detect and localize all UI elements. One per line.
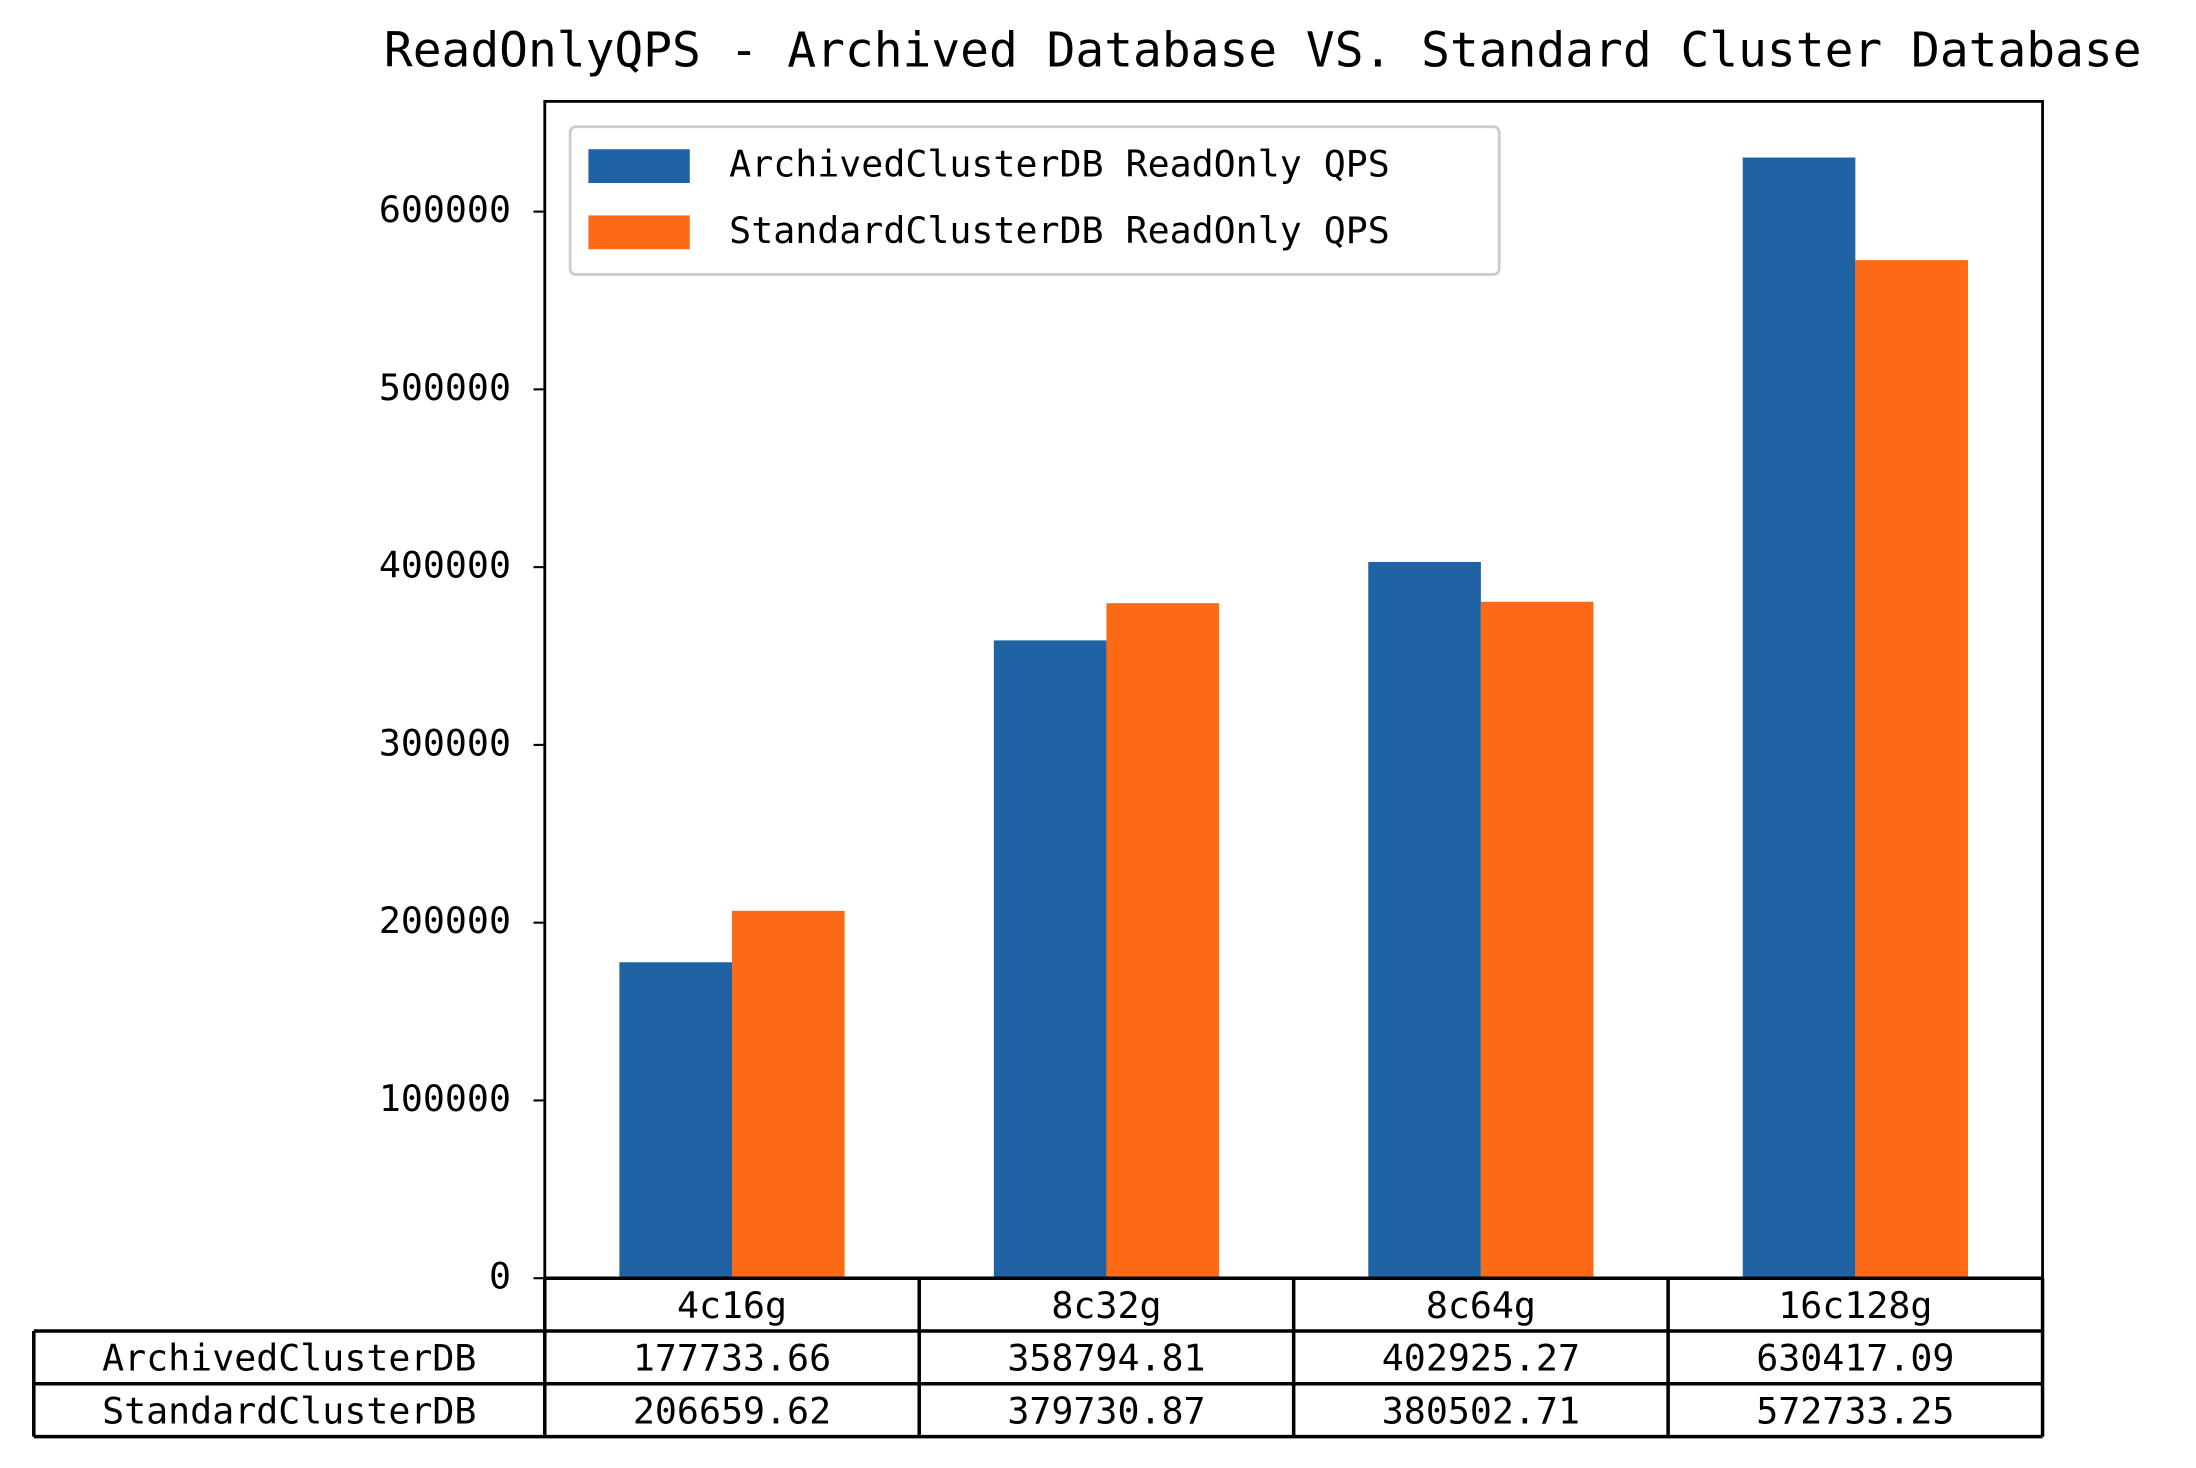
y-tick-label: 400000 bbox=[379, 544, 511, 587]
bar bbox=[1368, 561, 1481, 1279]
bar bbox=[732, 910, 845, 1279]
legend-swatch bbox=[588, 149, 690, 184]
x-tick-label: 16c128g bbox=[1778, 1284, 1932, 1327]
table-cell: 177733.66 bbox=[633, 1337, 831, 1380]
x-tick-label: 8c32g bbox=[1051, 1284, 1161, 1327]
bar bbox=[1106, 603, 1220, 1279]
legend-label: ArchivedClusterDB ReadOnly QPS bbox=[729, 143, 1390, 186]
table-cell: 380502.71 bbox=[1382, 1390, 1580, 1433]
y-tick-label: 600000 bbox=[379, 188, 511, 231]
y-tick-label: 500000 bbox=[379, 366, 511, 409]
bar bbox=[993, 640, 1107, 1279]
table-cell: 358794.81 bbox=[1007, 1337, 1205, 1380]
table-cell: 572733.25 bbox=[1756, 1390, 1954, 1433]
bar bbox=[619, 962, 732, 1279]
x-tick-label: 8c64g bbox=[1426, 1284, 1536, 1327]
legend-swatch bbox=[588, 215, 690, 250]
legend-box bbox=[568, 125, 1501, 276]
table-row-label: ArchivedClusterDB bbox=[102, 1337, 476, 1380]
y-tick-label: 100000 bbox=[379, 1077, 511, 1120]
y-tick-label: 300000 bbox=[379, 721, 511, 764]
table-cell: 379730.87 bbox=[1007, 1390, 1205, 1433]
table-row-label: StandardClusterDB bbox=[102, 1390, 476, 1433]
table-cell: 630417.09 bbox=[1756, 1337, 1954, 1380]
y-tick-label: 0 bbox=[489, 1255, 511, 1298]
y-tick-label: 200000 bbox=[379, 899, 511, 942]
table-cell: 206659.62 bbox=[633, 1390, 831, 1433]
bar bbox=[1480, 601, 1594, 1279]
chart-title: ReadOnlyQPS - Archived Database VS. Stan… bbox=[384, 24, 2142, 79]
bar bbox=[1855, 260, 1968, 1279]
x-tick-label: 4c16g bbox=[677, 1284, 787, 1327]
bar bbox=[1742, 157, 1856, 1279]
legend-label: StandardClusterDB ReadOnly QPS bbox=[729, 209, 1390, 252]
table-cell: 402925.27 bbox=[1382, 1337, 1580, 1380]
